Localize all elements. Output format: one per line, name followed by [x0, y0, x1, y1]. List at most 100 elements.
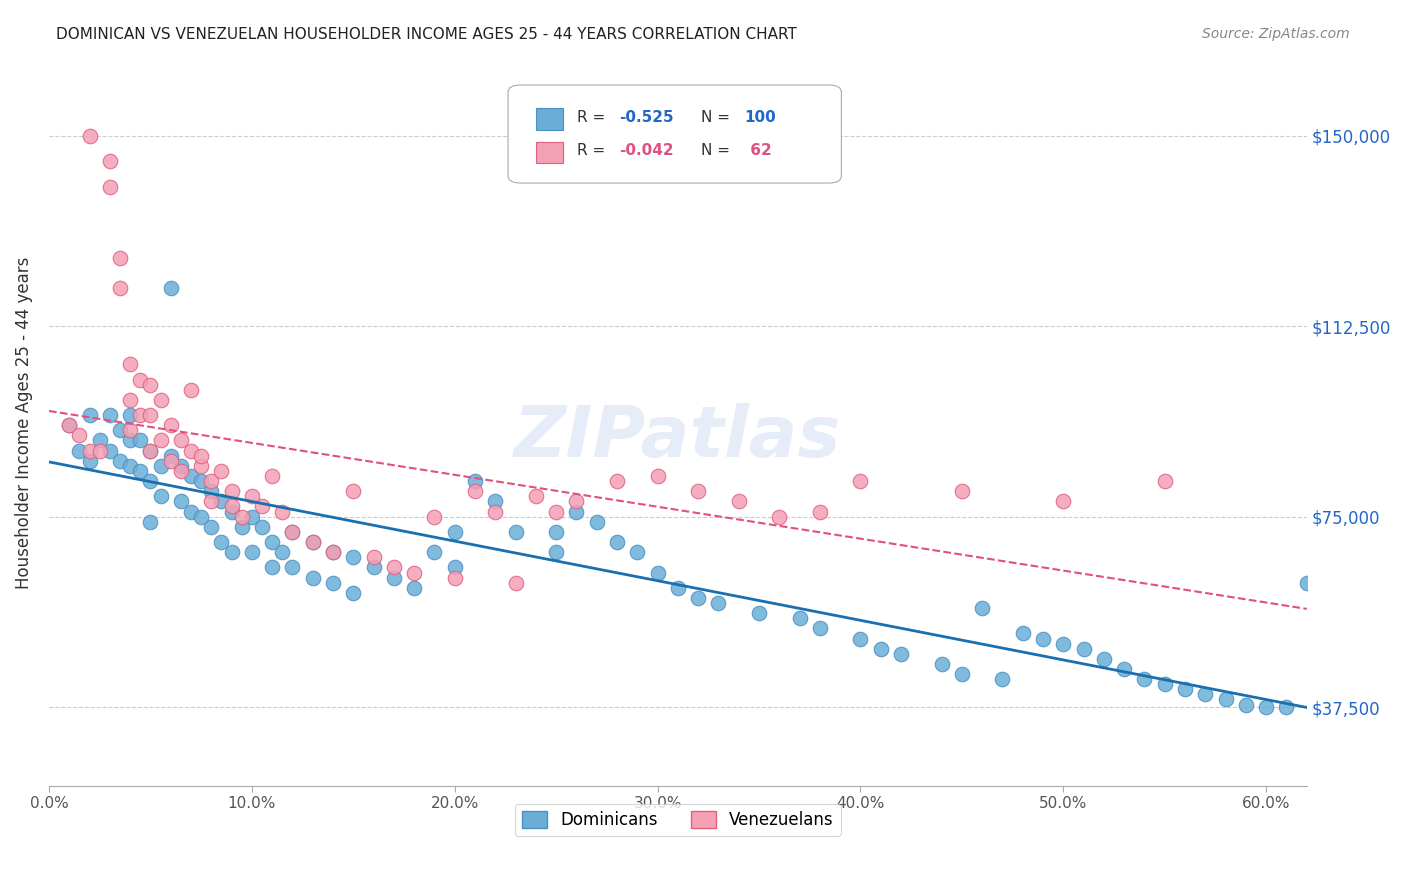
Point	[108, 423, 131, 437]
Point	[221, 484, 243, 499]
Point	[423, 509, 446, 524]
Point	[1215, 692, 1237, 706]
Point	[120, 434, 142, 448]
Point	[209, 535, 232, 549]
Point	[79, 128, 101, 143]
Point	[443, 524, 465, 539]
Text: 100: 100	[745, 111, 776, 125]
Point	[98, 443, 121, 458]
Point	[67, 443, 90, 458]
Point	[250, 520, 273, 534]
Point	[129, 408, 152, 422]
Point	[79, 408, 101, 422]
Point	[404, 581, 426, 595]
Point	[120, 458, 142, 473]
Point	[240, 545, 263, 559]
Point	[190, 458, 212, 473]
Point	[546, 545, 568, 559]
FancyBboxPatch shape	[536, 108, 564, 130]
Point	[849, 632, 872, 646]
Point	[108, 454, 131, 468]
Point	[382, 560, 405, 574]
Point	[159, 449, 181, 463]
Point	[139, 408, 162, 422]
Point	[464, 484, 486, 499]
Point	[108, 281, 131, 295]
Text: Source: ZipAtlas.com: Source: ZipAtlas.com	[1202, 27, 1350, 41]
Text: N =: N =	[700, 143, 734, 158]
Point	[849, 474, 872, 488]
Point	[180, 504, 202, 518]
Point	[869, 641, 891, 656]
Point	[363, 550, 385, 565]
Point	[1092, 652, 1115, 666]
Point	[190, 449, 212, 463]
Point	[209, 464, 232, 478]
Point	[1011, 626, 1033, 640]
Point	[1295, 575, 1317, 590]
Point	[1052, 494, 1074, 508]
Point	[271, 504, 294, 518]
Legend: Dominicans, Venezuelans: Dominicans, Venezuelans	[515, 804, 841, 836]
Point	[79, 443, 101, 458]
Point	[129, 434, 152, 448]
Point	[707, 596, 730, 610]
Point	[363, 560, 385, 574]
Point	[221, 545, 243, 559]
Point	[170, 464, 193, 478]
Point	[120, 357, 142, 371]
Text: N =: N =	[700, 111, 734, 125]
Point	[322, 545, 344, 559]
Point	[139, 443, 162, 458]
Point	[404, 566, 426, 580]
Point	[950, 667, 973, 681]
Point	[322, 575, 344, 590]
Point	[170, 458, 193, 473]
Point	[808, 504, 831, 518]
Point	[890, 647, 912, 661]
Point	[108, 251, 131, 265]
Point	[262, 535, 284, 549]
Point	[149, 434, 172, 448]
Point	[139, 515, 162, 529]
Point	[1114, 662, 1136, 676]
FancyBboxPatch shape	[536, 142, 564, 163]
Point	[1174, 682, 1197, 697]
Point	[666, 581, 689, 595]
Point	[301, 571, 323, 585]
Point	[1073, 641, 1095, 656]
Point	[250, 500, 273, 514]
Point	[606, 535, 628, 549]
Point	[1256, 700, 1278, 714]
Point	[1153, 474, 1175, 488]
Point	[1275, 700, 1298, 714]
Point	[120, 392, 142, 407]
Point	[120, 408, 142, 422]
Point	[98, 408, 121, 422]
Point	[1234, 698, 1257, 712]
Point	[240, 489, 263, 503]
Y-axis label: Householder Income Ages 25 - 44 years: Householder Income Ages 25 - 44 years	[15, 257, 32, 589]
Point	[972, 601, 994, 615]
Point	[180, 383, 202, 397]
Point	[67, 428, 90, 442]
Point	[58, 418, 80, 433]
Point	[200, 484, 222, 499]
Point	[79, 454, 101, 468]
Point	[89, 443, 111, 458]
Point	[322, 545, 344, 559]
Point	[606, 474, 628, 488]
Point	[139, 443, 162, 458]
Point	[443, 571, 465, 585]
Point	[484, 504, 506, 518]
Point	[149, 489, 172, 503]
Point	[789, 611, 811, 625]
Point	[727, 494, 749, 508]
Point	[464, 474, 486, 488]
Point	[546, 504, 568, 518]
Point	[647, 469, 669, 483]
Point	[688, 484, 710, 499]
Text: R =: R =	[578, 111, 610, 125]
Point	[342, 484, 364, 499]
Point	[120, 423, 142, 437]
